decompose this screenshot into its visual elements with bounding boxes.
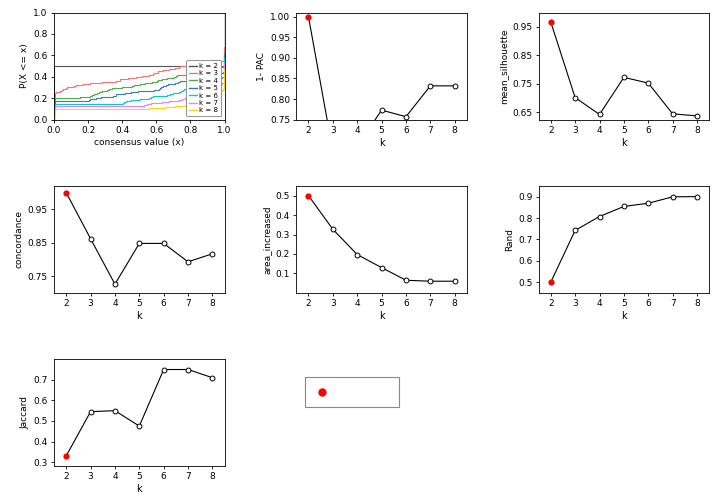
X-axis label: k: k [621, 311, 626, 321]
Y-axis label: concordance: concordance [14, 210, 24, 269]
X-axis label: consensus value (x): consensus value (x) [94, 138, 184, 147]
X-axis label: k: k [137, 484, 142, 494]
Text: best k: best k [339, 388, 379, 397]
Y-axis label: area_increased: area_increased [263, 205, 271, 274]
X-axis label: k: k [621, 138, 626, 148]
X-axis label: k: k [379, 311, 384, 321]
Y-axis label: Rand: Rand [505, 228, 514, 251]
Y-axis label: P(X <= x): P(X <= x) [20, 44, 30, 89]
Y-axis label: Jaccard: Jaccard [20, 396, 30, 429]
Legend: k = 2, k = 3, k = 4, k = 5, k = 6, k = 7, k = 8: k = 2, k = 3, k = 4, k = 5, k = 6, k = 7… [186, 60, 221, 116]
X-axis label: k: k [137, 311, 142, 321]
Y-axis label: 1- PAC: 1- PAC [257, 51, 266, 81]
Y-axis label: mean_silhouette: mean_silhouette [499, 28, 508, 104]
X-axis label: k: k [379, 138, 384, 148]
